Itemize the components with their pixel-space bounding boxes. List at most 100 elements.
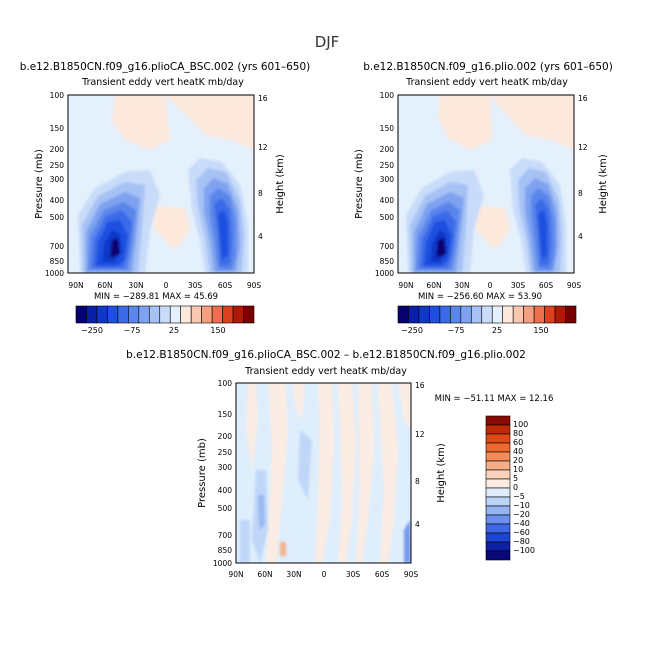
panel-diff-ylabel: Pressure (mb) [197, 438, 208, 508]
colorbar-label: −80 [513, 537, 530, 546]
colorbar-swatch [485, 532, 511, 543]
colorbar-swatch [418, 305, 430, 324]
panel-diff-plot [236, 383, 411, 563]
colorbar-label: 0 [513, 483, 518, 492]
y-tick-label: 150 [218, 410, 233, 419]
colorbar-label: 40 [513, 447, 523, 456]
panel-diff-case: b.e12.B1850CN.f09_g16.plioCA_BSC.002 – b… [126, 349, 526, 361]
y2-tick-label: 12 [415, 430, 425, 439]
y2-tick-label: 12 [578, 143, 588, 152]
colorbar-swatch [485, 460, 511, 471]
colorbar-swatch [75, 305, 87, 324]
colorbar-swatch [485, 424, 511, 435]
colorbar-swatch [533, 305, 545, 324]
y2-tick-label: 12 [258, 143, 268, 152]
panel-diff-xticks: 90N 60N 30N 0 30S 60S 90S [228, 570, 418, 579]
colorbar-label: 5 [513, 474, 518, 483]
colorbar-swatch [491, 305, 504, 324]
x-tick-label: 0 [488, 281, 493, 290]
y-tick-label: 500 [50, 213, 65, 222]
panel-right-yticks: 100 150 200 250 300 400 500 700 850 1000 [375, 91, 394, 278]
panel-right-case: b.e12.B1850CN.f09_g16.plio.002 (yrs 601–… [363, 61, 613, 73]
colorbar-swatch [408, 305, 420, 324]
y-tick-label: 700 [50, 242, 65, 251]
colorbar-label: 20 [513, 456, 523, 465]
y-tick-label: 400 [380, 196, 395, 205]
colorbar-swatch [485, 433, 511, 444]
colorbar-label: 80 [513, 429, 523, 438]
x-tick-label: 30N [128, 281, 143, 290]
y-tick-label: 400 [50, 196, 65, 205]
colorbar-right: −250 −75 25 150 [397, 305, 577, 335]
x-tick-label: 30S [511, 281, 526, 290]
colorbar-swatch [201, 305, 213, 324]
colorbar-swatch [470, 305, 483, 324]
y-tick-label: 200 [50, 145, 65, 154]
panel-left-yticks: 100 150 200 250 300 400 500 700 850 1000 [45, 91, 64, 278]
colorbar-label: 150 [533, 326, 548, 335]
colorbar-swatch [429, 305, 441, 324]
y2-tick-label: 16 [578, 94, 588, 103]
colorbar-swatch [523, 305, 535, 324]
x-tick-label: 90N [68, 281, 83, 290]
y2-tick-label: 8 [415, 477, 420, 486]
colorbar-swatch [485, 415, 511, 426]
colorbar-label: −75 [124, 326, 141, 335]
colorbar-swatch [460, 305, 472, 324]
colorbar-swatch [159, 305, 171, 324]
panel-left-ylabel: Pressure (mb) [34, 149, 45, 219]
colorbar-swatch [485, 505, 511, 516]
y-tick-label: 1000 [375, 269, 394, 278]
panel-right-y2label: Height (km) [598, 154, 609, 214]
y-tick-label: 1000 [213, 559, 232, 568]
y-tick-label: 150 [380, 124, 395, 133]
colorbar-left: −250 −75 25 150 [75, 305, 255, 335]
colorbar-swatch [148, 305, 161, 324]
panel-diff-y2ticks: 16 12 8 4 [415, 381, 425, 529]
y-tick-label: 200 [218, 432, 233, 441]
colorbar-diff: 100 80 60 40 20 10 5 0 −5 −10 −20 −40 −6… [485, 415, 535, 561]
x-tick-label: 0 [164, 281, 169, 290]
y-tick-label: 500 [218, 504, 233, 513]
colorbar-swatch [512, 305, 524, 324]
x-tick-label: 30N [286, 570, 301, 579]
colorbar-swatch [439, 305, 451, 324]
panel-left-plot [68, 95, 254, 273]
y2-tick-label: 4 [578, 232, 583, 241]
y-tick-label: 1000 [45, 269, 64, 278]
colorbar-swatch [450, 305, 462, 324]
x-tick-label: 60N [257, 570, 272, 579]
colorbar-label: 10 [513, 465, 523, 474]
colorbar-label: 25 [492, 326, 502, 335]
panel-diff-yticks: 100 150 200 250 300 400 500 700 850 1000 [213, 379, 232, 568]
y-tick-label: 850 [50, 257, 65, 266]
x-tick-label: 60S [218, 281, 233, 290]
colorbar-swatch [232, 305, 244, 324]
colorbar-swatch [397, 305, 409, 324]
y-tick-label: 100 [218, 379, 233, 388]
colorbar-swatch [211, 305, 223, 324]
x-tick-label: 90S [567, 281, 582, 290]
panel-left-stats: MIN = −289.81 MAX = 45.69 [94, 292, 218, 302]
x-tick-label: 60N [97, 281, 112, 290]
colorbar-swatch [485, 496, 511, 507]
colorbar-right-boxes [397, 305, 577, 324]
y-tick-label: 250 [218, 448, 233, 457]
colorbar-swatch [86, 305, 98, 324]
panel-diff: b.e12.B1850CN.f09_g16.plioCA_BSC.002 – b… [126, 349, 553, 579]
colorbar-left-boxes [75, 305, 255, 324]
x-tick-label: 90N [398, 281, 413, 290]
y-tick-label: 700 [380, 242, 395, 251]
colorbar-swatch [128, 305, 140, 324]
colorbar-swatch [485, 478, 511, 489]
y2-tick-label: 8 [578, 189, 583, 198]
panel-right-plot [398, 95, 574, 273]
x-tick-label: 90S [247, 281, 262, 290]
y2-tick-label: 4 [415, 520, 420, 529]
x-tick-label: 30S [346, 570, 361, 579]
panel-left: b.e12.B1850CN.f09_g16.plioCA_BSC.002 (yr… [20, 61, 311, 302]
figure-title: DJF [315, 33, 340, 51]
x-tick-label: 30N [454, 281, 469, 290]
colorbar-swatch [485, 550, 511, 561]
